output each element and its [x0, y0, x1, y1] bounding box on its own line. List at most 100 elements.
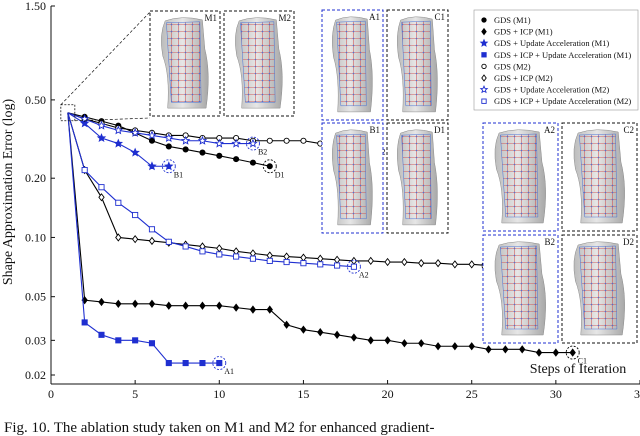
data-point — [96, 133, 107, 143]
data-point — [350, 333, 358, 342]
data-point — [333, 255, 341, 264]
data-point — [115, 199, 122, 206]
data-point — [199, 248, 206, 255]
y-axis-label: Shape Approximation Error (log) — [1, 99, 16, 286]
data-point — [481, 27, 487, 36]
legend-label: GDS + ICP + Update Acceleration (M2) — [494, 96, 631, 106]
data-point — [401, 339, 408, 348]
thumbnail-label: C2 — [623, 125, 634, 135]
data-point — [481, 17, 487, 23]
series-line — [67, 112, 354, 268]
data-point — [197, 135, 208, 145]
axes: 0 5 10 15 20 25 30 35 1.50 0.50 0.20 0.10 0.05 0.03 0.… — [25, 0, 640, 401]
data-point — [165, 301, 172, 310]
data-point — [98, 184, 105, 191]
x-tick-label: 30 — [550, 387, 562, 401]
figure-caption: Fig. 10. The ablation study taken on M1 … — [4, 420, 434, 436]
x-tick-label: 15 — [297, 387, 309, 401]
data-point — [367, 336, 374, 345]
y-tick-label: 0.05 — [25, 290, 46, 304]
data-point — [216, 301, 223, 310]
data-point — [148, 340, 156, 347]
legend-label: GDS + ICP + Update Acceleration (M1) — [494, 50, 631, 60]
thumbnail-label: A2 — [544, 125, 555, 135]
thumbnail-label: C1 — [434, 12, 445, 22]
legend-label: GDS + Update Acceleration (M1) — [494, 38, 609, 48]
thumbnail-D1: D1 — [386, 122, 449, 234]
data-point — [148, 299, 156, 308]
data-point — [249, 255, 256, 262]
y-tick-label: 0.10 — [25, 230, 46, 244]
data-point — [165, 360, 172, 367]
endpoint-marker — [346, 259, 361, 274]
y-tick-label: 0.02 — [25, 368, 46, 382]
legend-entry: GDS + ICP + Update Acceleration (M2) — [481, 96, 631, 106]
mesh-overlay — [500, 245, 539, 330]
endpoint-marker — [161, 159, 176, 174]
data-point — [300, 260, 307, 267]
legend-label: GDS + Update Acceleration (M2) — [494, 85, 609, 95]
data-point — [79, 118, 90, 128]
data-point — [113, 125, 124, 135]
data-point — [434, 259, 442, 268]
mesh-overlay — [401, 20, 432, 107]
legend-entry: GDS + ICP + Update Acceleration (M1) — [481, 50, 631, 60]
data-point — [479, 85, 489, 94]
data-point — [115, 299, 122, 308]
legend-label: GDS (M2) — [494, 61, 531, 71]
mesh-overlay — [500, 133, 539, 218]
data-point — [249, 305, 257, 314]
data-point — [481, 98, 487, 104]
thumbnail-B1: B1 — [321, 122, 384, 234]
data-point — [164, 161, 174, 171]
endpoint-label: A2 — [359, 271, 369, 280]
thumbnail-A1: A1 — [321, 9, 384, 121]
data-point — [148, 226, 156, 233]
thumbnail-M1: M1 — [149, 10, 221, 117]
data-point — [317, 328, 324, 337]
endpoint-label: B2 — [258, 148, 267, 157]
data-point — [233, 253, 240, 260]
mesh-overlay — [336, 20, 367, 107]
mesh-overlay — [166, 21, 202, 103]
legend-label: GDS + ICP (M1) — [494, 27, 553, 37]
data-point — [130, 127, 140, 137]
series-B1: B1 — [67, 112, 183, 179]
data-point — [148, 137, 156, 144]
y-tick-label: 0.20 — [25, 171, 46, 185]
data-point — [182, 243, 189, 250]
data-point — [165, 143, 172, 150]
series-line — [67, 112, 220, 364]
thumbnail-M2: M2 — [223, 10, 295, 117]
legend-label: GDS + ICP (M2) — [494, 73, 553, 83]
x-tick-label: 0 — [48, 387, 54, 401]
data-point — [216, 360, 223, 367]
data-point — [147, 161, 157, 171]
x-tick-label: 5 — [132, 387, 138, 401]
data-point — [248, 138, 258, 148]
data-point — [502, 345, 509, 354]
mesh-overlay — [401, 133, 432, 220]
data-point — [216, 244, 223, 253]
data-point — [199, 360, 206, 367]
data-point — [350, 263, 357, 270]
data-point — [479, 38, 489, 47]
data-point — [300, 137, 307, 144]
mesh-overlay — [579, 133, 618, 218]
data-point — [283, 137, 290, 144]
thumbnail-label: B2 — [544, 237, 555, 247]
mesh-overlay — [240, 21, 276, 103]
data-point — [131, 235, 139, 244]
data-point — [468, 342, 475, 351]
data-point — [418, 259, 425, 268]
data-point — [113, 138, 124, 148]
y-tick-label: 0.50 — [25, 93, 46, 107]
data-point — [232, 303, 240, 312]
data-point — [519, 345, 526, 354]
data-point — [132, 337, 139, 344]
endpoint-label: B1 — [174, 170, 183, 179]
x-tick-label: 20 — [382, 387, 394, 401]
data-point — [147, 130, 157, 140]
series-C1: C1 — [67, 112, 587, 366]
thumbnail-B2: B2 — [482, 234, 559, 344]
